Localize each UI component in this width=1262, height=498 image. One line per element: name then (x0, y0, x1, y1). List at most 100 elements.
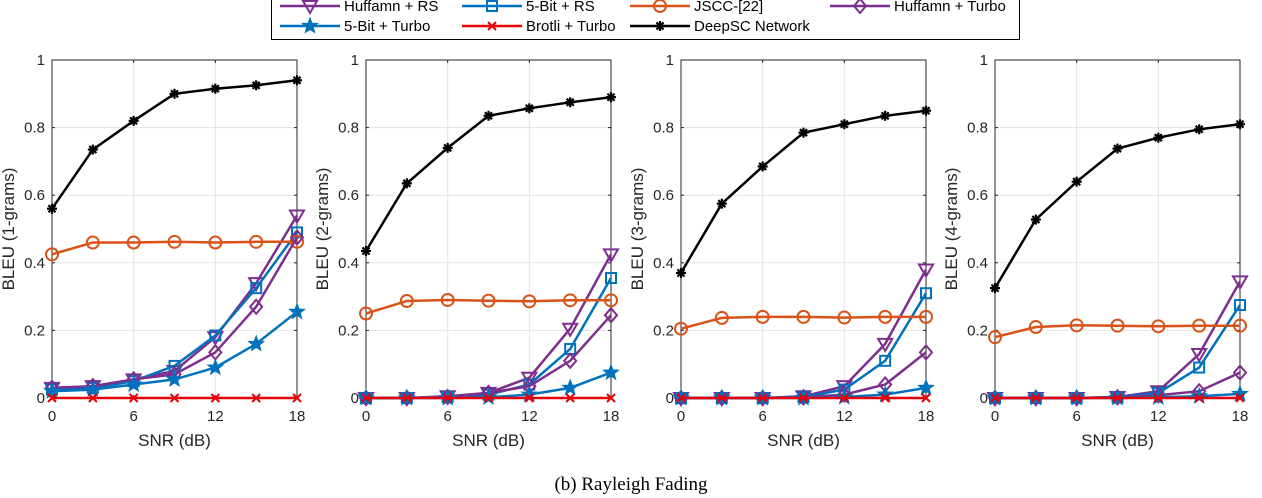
data-point (1071, 176, 1082, 187)
data-point (879, 354, 892, 367)
legend-label: 5-Bit + RS (526, 0, 595, 15)
y-tick-label: 0.2 (24, 322, 45, 339)
data-point (45, 247, 59, 262)
data-point (210, 393, 221, 403)
data-point (757, 393, 768, 403)
data-point (442, 142, 453, 153)
data-point (479, 387, 498, 405)
data-point (1071, 393, 1082, 403)
circle-icon (653, 0, 667, 13)
data-point (988, 330, 1002, 345)
series (47, 393, 302, 403)
y-tick-label: 0.2 (338, 322, 359, 339)
data-point (605, 272, 617, 285)
data-point (401, 178, 412, 189)
series (674, 309, 933, 336)
data-point (359, 306, 373, 321)
x-tick-label: 0 (362, 408, 370, 425)
data-point (716, 198, 727, 209)
triangle-down-icon (301, 0, 319, 15)
data-point (1069, 318, 1084, 333)
y-tick-label: 1 (980, 52, 988, 69)
data-point (798, 393, 809, 403)
star-icon (301, 16, 319, 34)
data-point (837, 386, 852, 404)
data-point (165, 369, 184, 388)
data-point (292, 393, 302, 403)
series-line (680, 315, 926, 330)
y-tick-label: 0.8 (967, 120, 988, 137)
data-point (1190, 386, 1209, 404)
data-point (604, 293, 618, 308)
data-point (602, 248, 620, 264)
data-point (921, 105, 931, 116)
data-point (1030, 214, 1041, 225)
data-point (839, 393, 850, 403)
data-point (208, 235, 223, 250)
y-tick-label: 1 (351, 52, 359, 69)
diamond-icon (852, 0, 868, 15)
y-tick-label: 0.4 (967, 255, 988, 272)
data-point (919, 309, 933, 324)
legend-label: Huffamn + Turbo (894, 0, 1006, 15)
series (45, 234, 304, 262)
data-point (990, 393, 1000, 403)
y-tick-label: 0.6 (967, 187, 988, 204)
data-point (210, 83, 221, 94)
y-tick-label: 0 (351, 390, 359, 407)
data-point (755, 309, 770, 324)
data-point (1153, 132, 1164, 143)
data-point (1112, 143, 1123, 154)
data-point (1233, 318, 1247, 333)
data-point (85, 235, 100, 250)
data-point (288, 209, 306, 225)
data-point (249, 234, 264, 249)
data-point (126, 235, 141, 250)
data-point (251, 80, 262, 91)
data-point (128, 393, 139, 403)
legend-label: DeepSC Network (694, 18, 810, 35)
data-point (602, 363, 620, 381)
series (990, 119, 1245, 294)
data-point (835, 387, 854, 405)
data-point (839, 119, 850, 130)
series (361, 393, 616, 403)
data-point (292, 75, 302, 86)
series (361, 92, 616, 256)
data-point (1234, 299, 1246, 312)
data-point (717, 393, 727, 403)
x-tick-label: 18 (603, 408, 620, 425)
x-tick-label: 12 (207, 408, 224, 425)
y-tick-label: 0.6 (653, 187, 674, 204)
series-line (365, 298, 611, 315)
series (359, 292, 618, 321)
data-point (921, 393, 931, 403)
data-point (167, 234, 182, 249)
star-icon (280, 16, 340, 34)
x-tick-label: 12 (521, 408, 538, 425)
data-point (289, 228, 305, 246)
data-point (880, 393, 890, 403)
data-point (1232, 364, 1248, 382)
data-point (562, 352, 578, 370)
data-point (1192, 318, 1207, 333)
legend-label: 5-Bit + Turbo (344, 18, 431, 35)
y-axis-label: BLEU (2-grams) (313, 168, 332, 291)
data-point (1151, 386, 1166, 404)
data-point (88, 393, 98, 403)
data-point (561, 322, 579, 338)
data-point (291, 226, 303, 239)
x-tick-label: 6 (758, 408, 766, 425)
series-line (994, 324, 1240, 339)
y-tick-label: 0.2 (967, 322, 988, 339)
x-tick-label: 6 (443, 408, 451, 425)
data-point (796, 309, 811, 324)
triangle-down-icon (280, 0, 340, 15)
x-tick-label: 0 (48, 408, 56, 425)
x-tick-label: 0 (677, 408, 685, 425)
series (43, 302, 306, 399)
y-tick-label: 0 (666, 390, 674, 407)
data-point (124, 375, 143, 393)
data-point (837, 310, 852, 325)
